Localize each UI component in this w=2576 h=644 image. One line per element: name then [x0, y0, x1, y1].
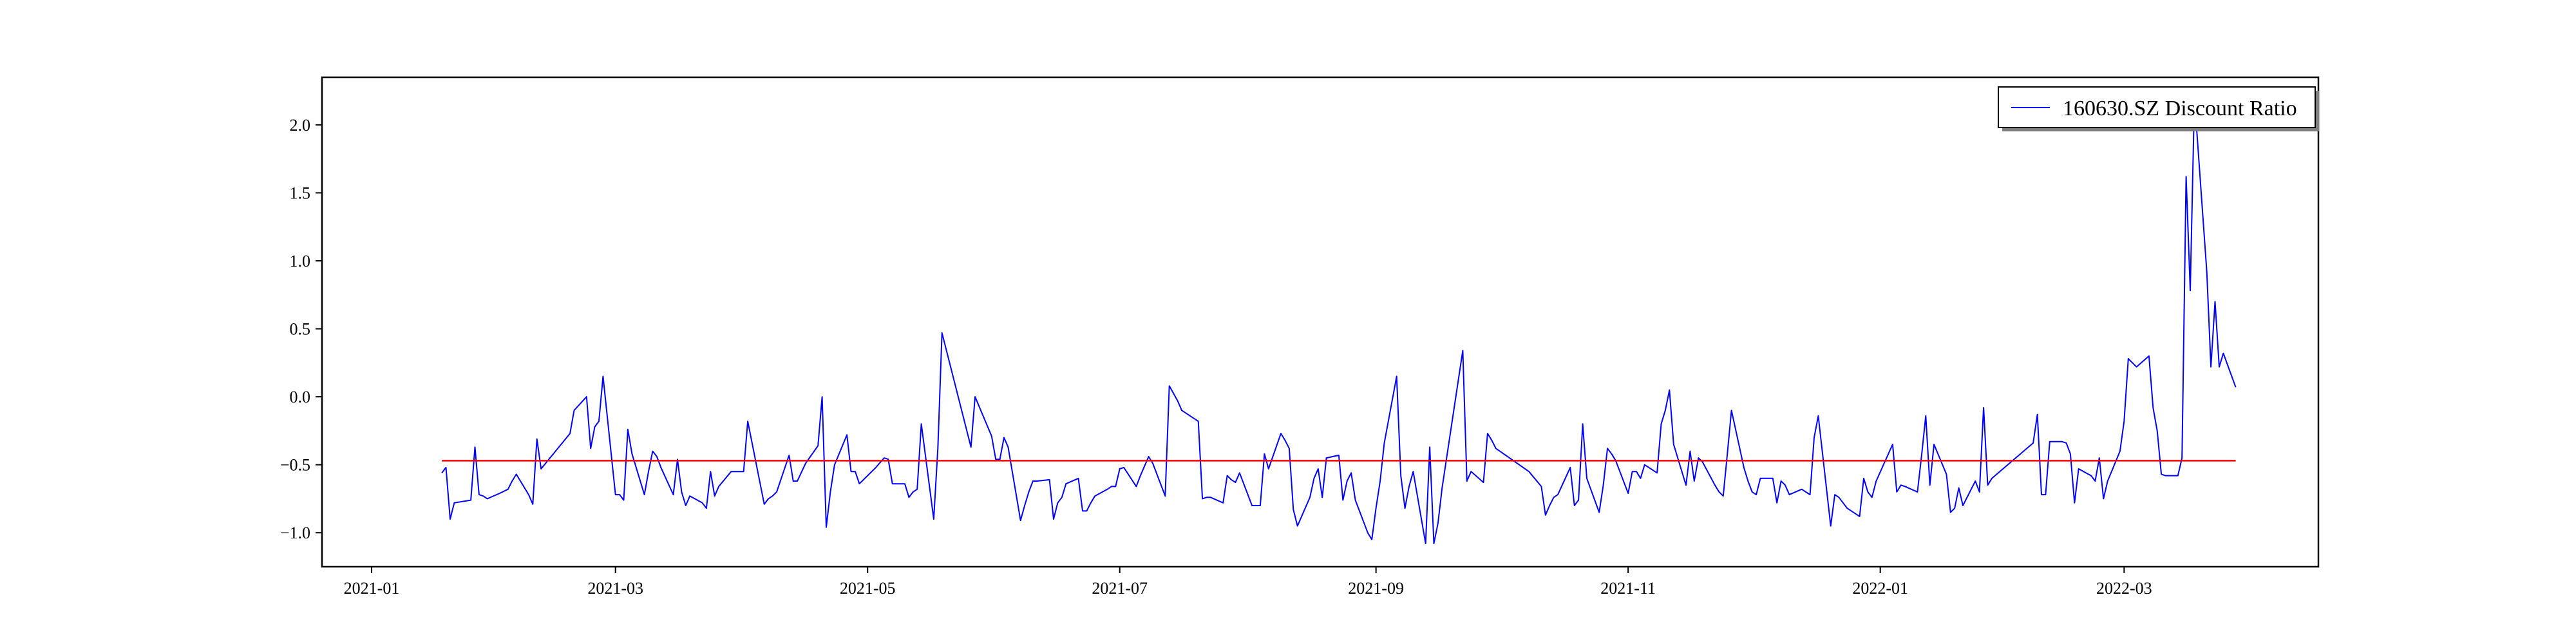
y-tick-label: −1.0 [280, 524, 310, 542]
y-tick-label: 2.0 [290, 116, 311, 135]
legend-box [1998, 86, 2316, 128]
x-tick-label: 2021-09 [1348, 579, 1404, 598]
x-tick-label: 2021-03 [587, 579, 643, 598]
y-tick-label: 0.0 [290, 388, 311, 406]
x-axis: 2021-01 2021-03 2021-05 2021-07 2021-09 2021-… [344, 567, 2152, 598]
plot-frame [321, 76, 2320, 568]
y-tick-label: 0.5 [290, 320, 311, 339]
x-tick-label: 2021-05 [840, 579, 896, 598]
x-tick-label: 2021-07 [1092, 579, 1148, 598]
y-axis: −1.0 −0.5 0.0 0.5 1.0 1.5 2.0 [280, 116, 322, 542]
x-tick-label: 2022-03 [2096, 579, 2152, 598]
legend: 160630.SZ Discount Ratio [1998, 86, 2319, 131]
series-line-0 [441, 97, 2237, 545]
legend-label: 160630.SZ Discount Ratio [2063, 97, 2297, 120]
x-tick-label: 2022-01 [1852, 579, 1908, 598]
y-tick-label: −0.5 [280, 456, 310, 475]
plot-area [321, 76, 2320, 568]
y-tick-label: 1.5 [290, 184, 311, 202]
x-tick-label: 2021-11 [1600, 579, 1656, 598]
y-tick-label: 1.0 [290, 252, 311, 270]
x-tick-label: 2021-01 [344, 579, 400, 598]
